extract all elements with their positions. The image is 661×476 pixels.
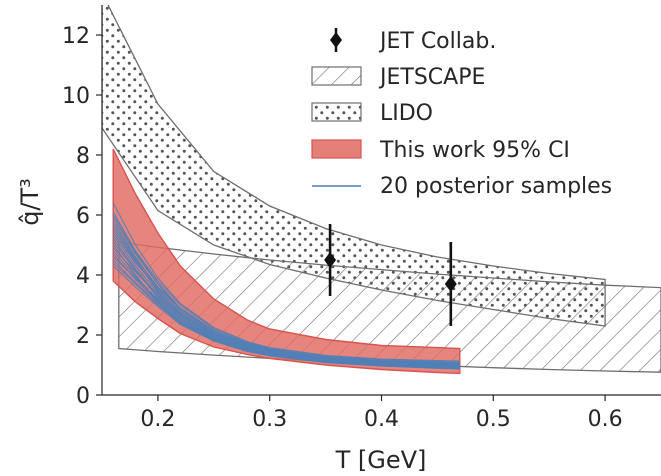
- posterior-sample-line-19: [112, 223, 460, 365]
- y-tick-label-3: 4: [76, 264, 90, 289]
- y-axis-label: q̂/T³: [16, 178, 44, 226]
- x-axis-label: T [GeV]: [335, 446, 427, 474]
- legend: JET Collab. JETSCAPE LIDO This work 95% …: [311, 28, 612, 199]
- y-tick-label-2: 2: [76, 324, 90, 349]
- legend-ci-swatch: [311, 139, 362, 159]
- legend-jetscape-swatch: [311, 66, 362, 86]
- y-tick-label-4: 6: [76, 204, 90, 229]
- legend-label-jetscape: JETSCAPE: [378, 65, 485, 90]
- x-ticks: 0.2 0.3 0.4 0.5 0.6: [140, 395, 623, 432]
- legend-entry-ci: This work 95% CI: [311, 138, 570, 163]
- plot-area: [102, 5, 661, 375]
- legend-label-lido: LIDO: [380, 101, 433, 126]
- y-tick-label-7: 12: [62, 24, 90, 49]
- y-ticks: 0 2 4 6 8 10 12: [62, 24, 102, 409]
- posterior-sample-line-13: [112, 235, 460, 366]
- posterior-sample-line-1: [112, 211, 460, 363]
- jet-point-1: [324, 252, 337, 268]
- x-tick-label-5: 0.6: [588, 407, 623, 432]
- legend-entry-posterior: 20 posterior samples: [312, 174, 612, 199]
- legend-entry-jetscape: JETSCAPE: [311, 65, 485, 90]
- jet-point-2: [444, 276, 457, 292]
- legend-entry-lido: LIDO: [311, 101, 433, 126]
- y-tick-label-5: 8: [76, 144, 90, 169]
- legend-jet-marker: [330, 32, 342, 48]
- y-tick-label-1: 0: [76, 384, 90, 409]
- legend-entry-jet: JET Collab.: [330, 28, 496, 54]
- legend-lido-swatch: [311, 102, 362, 122]
- y-tick-label-6: 10: [62, 84, 90, 109]
- posterior-sample-line-7: [112, 202, 460, 362]
- legend-label-posterior: 20 posterior samples: [380, 174, 612, 199]
- x-tick-label-4: 0.5: [476, 407, 511, 432]
- legend-label-jet: JET Collab.: [378, 29, 496, 54]
- x-tick-label-1: 0.2: [140, 407, 175, 432]
- legend-label-ci: This work 95% CI: [379, 138, 570, 163]
- posterior-sample-line-15: [112, 214, 460, 364]
- posterior-sample-line-16: [112, 241, 460, 368]
- x-tick-label-3: 0.4: [364, 407, 399, 432]
- x-tick-label-2: 0.3: [252, 407, 287, 432]
- posterior-sample-line-20: [112, 265, 460, 370]
